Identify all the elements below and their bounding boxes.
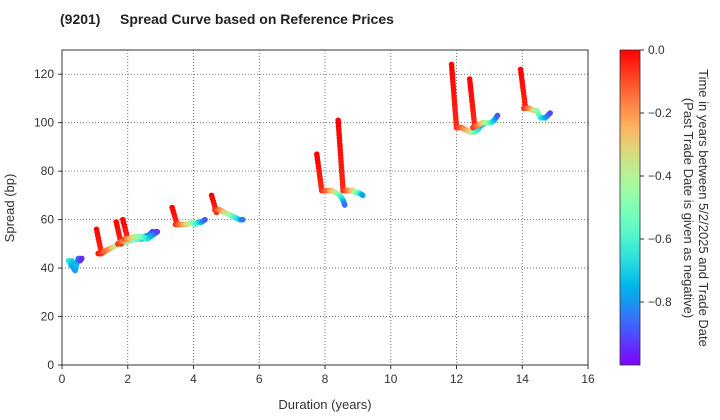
y-tick-label: 120: [34, 67, 54, 81]
series-bond-5: [169, 204, 208, 228]
series-bond-11: [517, 66, 553, 121]
data-point: [494, 112, 501, 119]
colorbar-tick-label: −0.4: [648, 169, 672, 183]
colorbar-tick-label: −0.8: [648, 295, 672, 309]
y-tick-label: 40: [41, 261, 55, 275]
x-tick-label: 4: [190, 372, 197, 386]
series-bond-4: [120, 216, 161, 242]
x-tick-label: 2: [124, 372, 131, 386]
colorbar-label-line1: Time in years between 5/2/2025 and Trade…: [696, 69, 711, 347]
x-tick-label: 8: [322, 372, 329, 386]
colorbar-label-line2: (Past Trade Date is given as negative): [681, 98, 696, 318]
colorbar-tick-label: −0.6: [648, 232, 672, 246]
colorbar-tick-label: −0.2: [648, 106, 672, 120]
y-tick-label: 80: [41, 164, 55, 178]
x-tick-label: 6: [256, 372, 263, 386]
y-tick-label: 60: [41, 213, 55, 227]
plot-frame: [61, 49, 589, 366]
plot-area: 0 2 4 6 8 10 12 14 16 0 20 40 60 80 100 120: [34, 49, 595, 386]
y-tick-label: 100: [34, 116, 54, 130]
x-tick-label: 10: [384, 372, 398, 386]
data-point: [240, 216, 246, 223]
x-tick-label: 14: [516, 372, 530, 386]
x-tick-label: 0: [59, 372, 66, 386]
series-bond-7: [313, 151, 348, 208]
data-point: [360, 192, 366, 199]
colorbar-tick-label: 0.0: [648, 43, 665, 57]
colorbar: 0.0 −0.2 −0.4 −0.6 −0.8: [619, 43, 672, 366]
y-tick-label: 20: [41, 310, 55, 324]
series-bond-8: [335, 117, 366, 199]
data-point: [154, 228, 161, 235]
y-tick-label: 0: [47, 358, 54, 372]
data-point: [78, 255, 85, 262]
data-point: [202, 216, 208, 223]
chart-title-code: (9201): [60, 11, 100, 27]
series-bond-6: [208, 192, 246, 223]
y-axis-label: Spread (bp): [2, 174, 17, 243]
series-bond-10: [466, 76, 501, 131]
series-bond-1: [65, 255, 85, 274]
data-point: [547, 110, 553, 116]
x-axis-label: Duration (years): [278, 397, 371, 412]
chart-title: Spread Curve based on Reference Prices: [120, 11, 394, 27]
x-tick-label: 16: [581, 372, 595, 386]
data-point: [341, 202, 348, 208]
colorbar-gradient: [619, 49, 641, 366]
x-tick-label: 12: [450, 372, 464, 386]
